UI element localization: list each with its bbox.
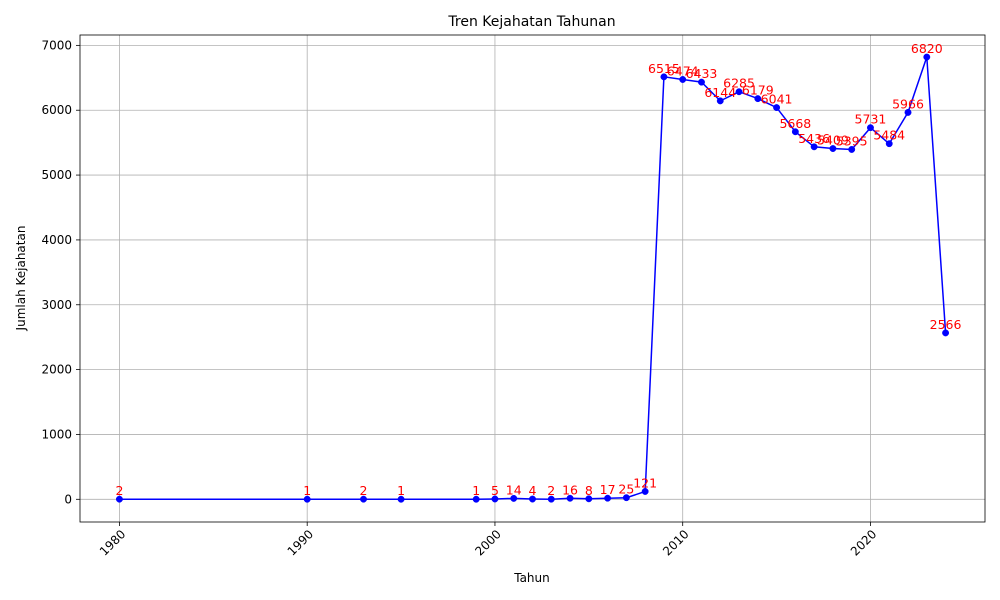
data-point [641,488,649,495]
data-label: 5436 [798,131,830,146]
x-tick-label: 2020 [848,527,879,558]
y-tick-label: 4000 [41,233,72,247]
data-label: 1 [472,483,480,498]
data-label: 5 [491,483,499,498]
data-label: 6285 [723,76,755,91]
y-tick-label: 2000 [41,363,72,377]
data-point [829,145,837,152]
y-tick-label: 5000 [41,168,72,182]
data-label: 1 [303,483,311,498]
data-point [848,146,856,153]
data-point [115,495,123,503]
data-point [735,88,743,96]
data-label: 16 [562,482,578,497]
data-label: 6179 [742,83,774,98]
data-point [491,495,499,503]
data-label: 5966 [892,96,924,111]
data-label: 8 [585,483,593,498]
data-label: 6515 [648,61,680,76]
data-label: 2 [115,483,123,498]
data-point [529,495,536,503]
y-tick-label: 1000 [41,427,72,441]
data-point [942,329,950,337]
data-point [622,494,630,502]
data-point [679,76,687,83]
chart-title: Tren Kejahatan Tahunan [447,14,615,30]
data-label: 6144 [704,85,736,100]
data-labels: 2 1 2 1 1 5 14 4 2 16 8 17 2512165156474643361446285… [115,41,961,498]
plot-frame [79,34,986,523]
y-axis-label: Jumlah Kejahatan [14,226,28,332]
data-label: 2 [360,483,368,498]
data-label: 1 [397,483,405,498]
data-label: 121 [633,475,657,490]
x-tick-label: 1980 [97,527,128,558]
data-label: 5395 [836,133,868,148]
x-tick-label: 1990 [285,527,316,558]
data-point [716,97,724,105]
data-label: 2 [547,483,555,498]
data-label: 17 [600,482,616,497]
data-label: 14 [506,482,522,497]
data-point [810,143,818,151]
data-label: 6041 [761,92,793,107]
data-label: 2566 [930,317,962,332]
data-point [867,124,874,132]
data-point [566,494,574,502]
series [115,53,950,503]
data-label: 6474 [667,63,699,78]
grid-lines [80,35,985,522]
data-label: 5484 [873,128,905,143]
data-point [510,494,518,502]
data-point [923,53,931,61]
data-point [791,128,799,136]
data-point [585,495,593,503]
data-label: 5668 [779,116,811,131]
data-point [303,495,311,503]
y-tick-label: 0 [64,492,72,506]
y-tick-label: 7000 [41,38,72,52]
data-label: 6820 [911,41,943,56]
data-label: 4 [529,483,537,498]
y-tick-label: 6000 [41,103,72,117]
data-label: 25 [618,482,634,497]
axis-ticks: 1980 1990 2000 2010 2020 0 1000 2000 3000 4000 500… [41,38,879,558]
data-point [360,495,367,503]
data-label: 5409 [817,133,849,148]
data-point [660,73,668,81]
data-point [754,95,762,103]
data-label: 6433 [686,66,718,81]
data-point [547,495,555,503]
data-point [397,495,405,503]
data-point [773,104,781,112]
series-line [119,56,947,500]
y-tick-label: 3000 [41,298,72,312]
data-point [904,108,912,116]
x-tick-label: 2010 [660,527,691,558]
x-tick-label: 2000 [472,527,503,558]
data-point [698,78,705,86]
data-point [604,494,612,502]
data-point [472,495,480,503]
data-label: 5731 [855,112,887,127]
data-point [885,140,893,148]
x-axis-label: Tahun [513,571,550,585]
